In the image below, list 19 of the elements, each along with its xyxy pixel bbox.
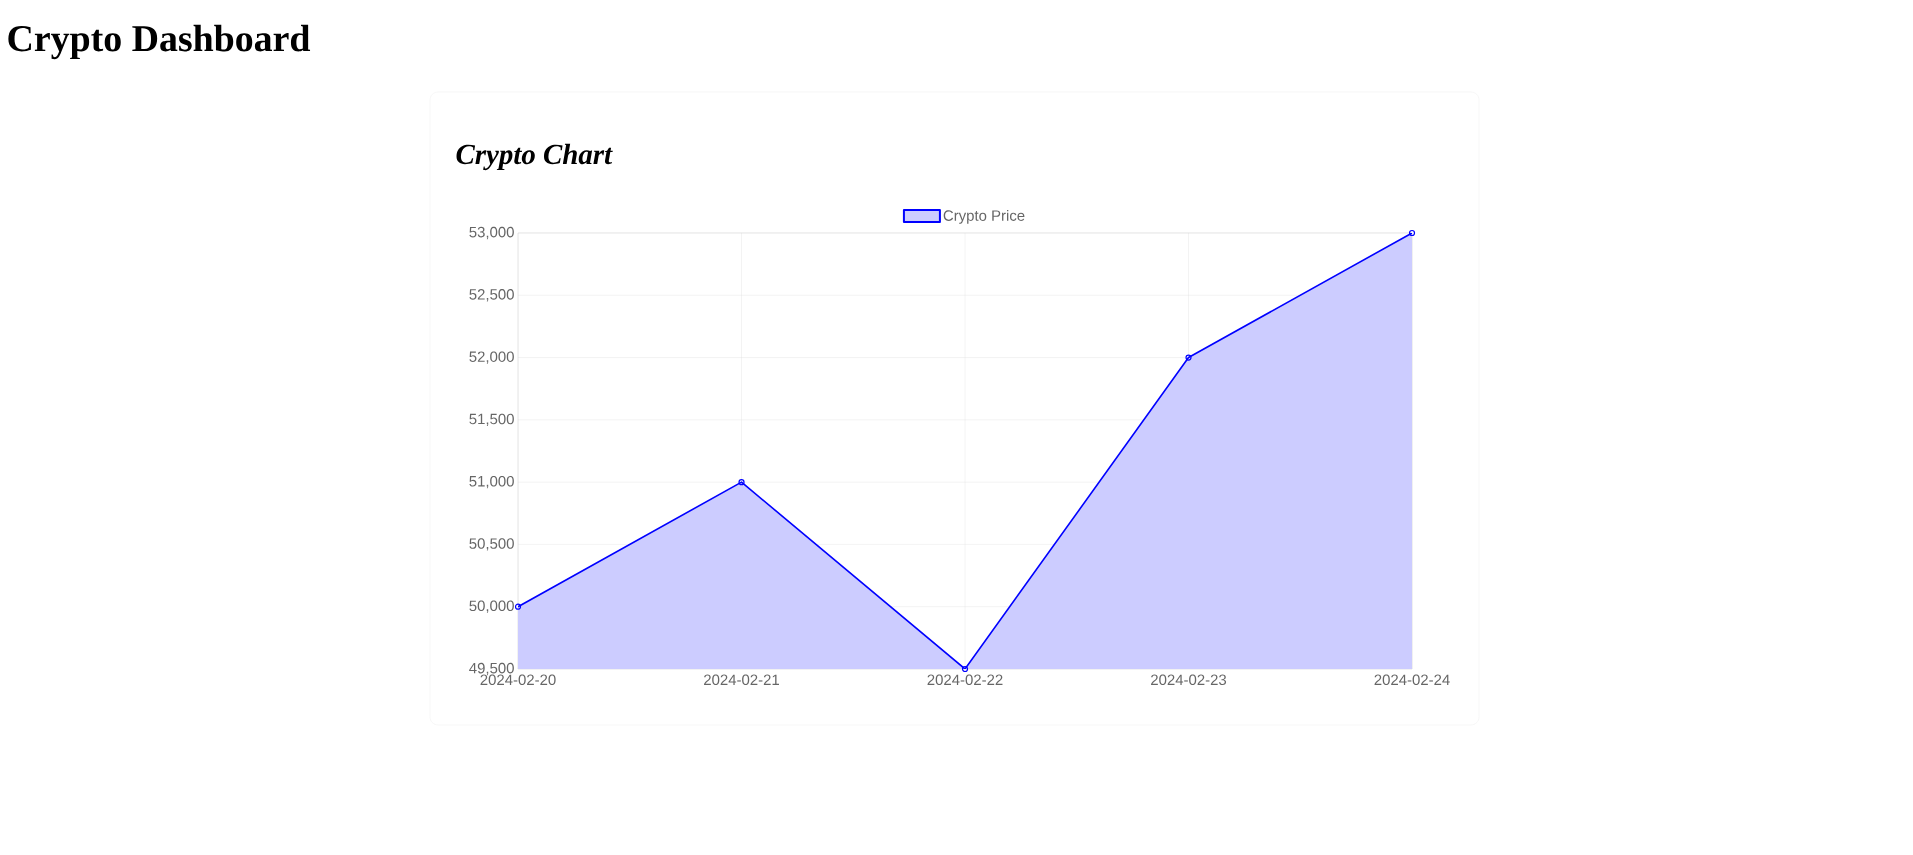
y-tick-label: 52,000 bbox=[469, 351, 514, 364]
point bbox=[738, 479, 745, 486]
text: Crypto Dashboard bbox=[8, 24, 311, 60]
y-tick-label: 50,000 bbox=[469, 600, 514, 613]
x-tick-label: 2024-02-23 bbox=[1151, 674, 1227, 686]
x-tick-label: 2024-02-21 bbox=[704, 674, 779, 686]
x-tick-label: 2024-02-20 bbox=[480, 674, 556, 686]
y-tick-label: 52,500 bbox=[469, 289, 514, 302]
legend-label: Crypto Price bbox=[943, 209, 1025, 224]
y-tick-label: 50,500 bbox=[469, 538, 514, 551]
y-tick-label: 51,500 bbox=[469, 413, 514, 427]
x-tick-label: 2024-02-24 bbox=[1374, 674, 1450, 686]
x-tick-label: 2024-02-22 bbox=[927, 674, 1003, 686]
y-tick-label: 51,000 bbox=[469, 475, 514, 489]
y-tick-label: 49,500 bbox=[469, 662, 514, 676]
chart-subtitle: Crypto Chart bbox=[456, 143, 613, 171]
point bbox=[961, 665, 969, 673]
point bbox=[1185, 354, 1192, 361]
y-tick-label: 53,000 bbox=[469, 226, 514, 240]
